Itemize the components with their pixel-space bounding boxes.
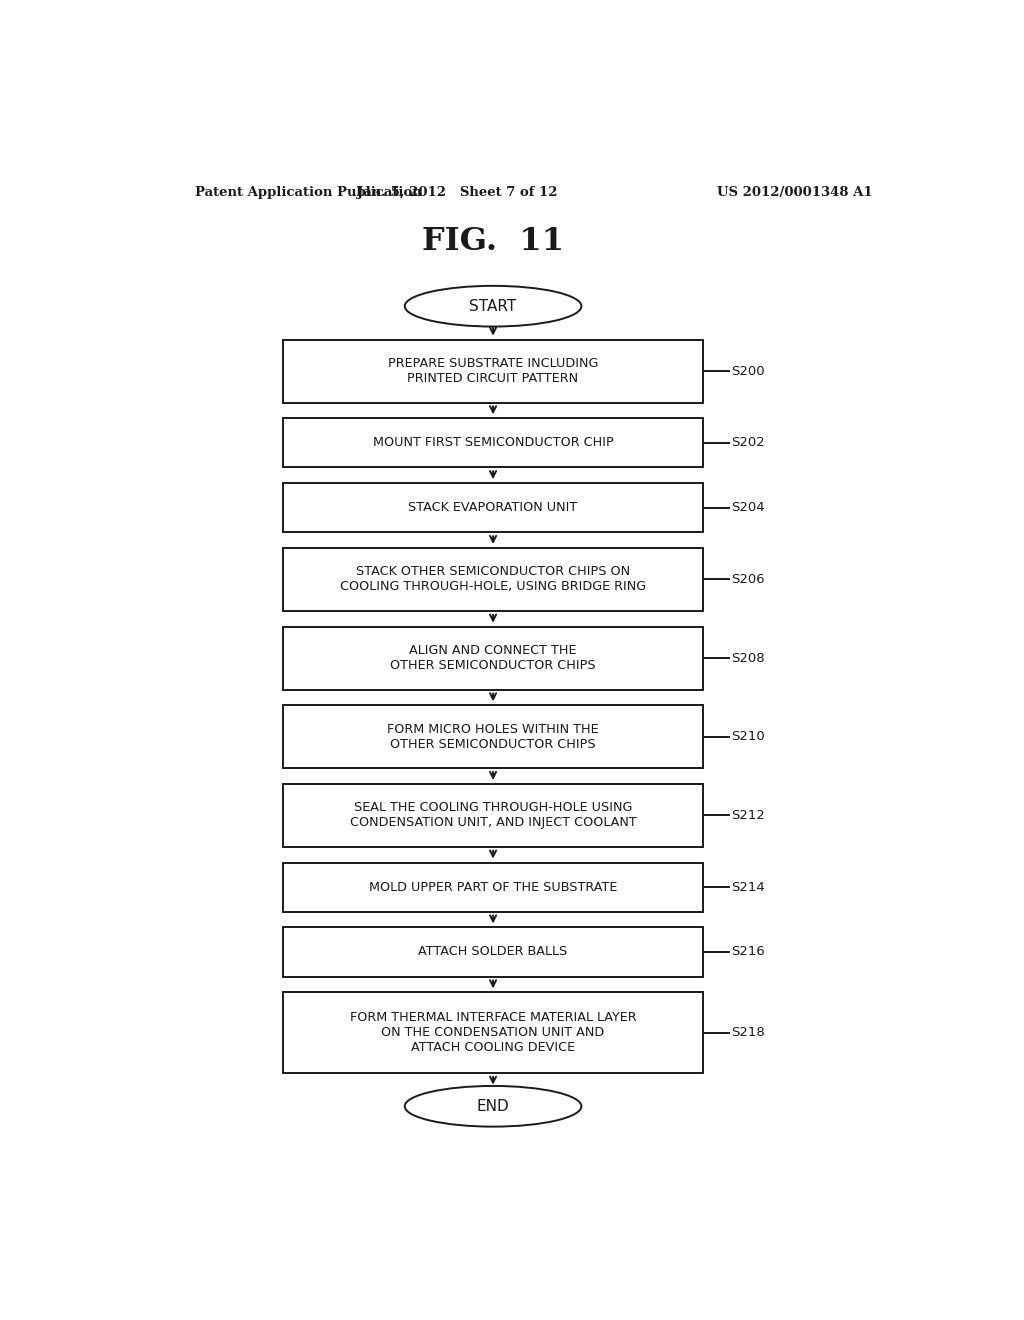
Text: S218: S218 (731, 1026, 765, 1039)
Text: FORM MICRO HOLES WITHIN THE
OTHER SEMICONDUCTOR CHIPS: FORM MICRO HOLES WITHIN THE OTHER SEMICO… (387, 723, 599, 751)
Text: S208: S208 (731, 652, 765, 664)
FancyBboxPatch shape (283, 548, 703, 611)
Ellipse shape (404, 1086, 582, 1127)
Text: S212: S212 (731, 809, 765, 822)
Text: US 2012/0001348 A1: US 2012/0001348 A1 (717, 186, 872, 199)
Text: STACK OTHER SEMICONDUCTOR CHIPS ON
COOLING THROUGH-HOLE, USING BRIDGE RING: STACK OTHER SEMICONDUCTOR CHIPS ON COOLI… (340, 565, 646, 594)
Text: FORM THERMAL INTERFACE MATERIAL LAYER
ON THE CONDENSATION UNIT AND
ATTACH COOLIN: FORM THERMAL INTERFACE MATERIAL LAYER ON… (350, 1011, 636, 1055)
Text: S200: S200 (731, 364, 765, 378)
Text: S214: S214 (731, 880, 765, 894)
FancyBboxPatch shape (283, 862, 703, 912)
FancyBboxPatch shape (283, 928, 703, 977)
Text: ALIGN AND CONNECT THE
OTHER SEMICONDUCTOR CHIPS: ALIGN AND CONNECT THE OTHER SEMICONDUCTO… (390, 644, 596, 672)
Text: S210: S210 (731, 730, 765, 743)
Text: MOUNT FIRST SEMICONDUCTOR CHIP: MOUNT FIRST SEMICONDUCTOR CHIP (373, 437, 613, 449)
FancyBboxPatch shape (283, 705, 703, 768)
Text: END: END (477, 1098, 509, 1114)
Text: S206: S206 (731, 573, 765, 586)
FancyBboxPatch shape (283, 483, 703, 532)
Text: ATTACH SOLDER BALLS: ATTACH SOLDER BALLS (419, 945, 567, 958)
FancyBboxPatch shape (283, 627, 703, 689)
Text: Jan. 5, 2012   Sheet 7 of 12: Jan. 5, 2012 Sheet 7 of 12 (357, 186, 558, 199)
Text: S202: S202 (731, 437, 765, 449)
Text: S216: S216 (731, 945, 765, 958)
Text: PREPARE SUBSTRATE INCLUDING
PRINTED CIRCUIT PATTERN: PREPARE SUBSTRATE INCLUDING PRINTED CIRC… (388, 358, 598, 385)
FancyBboxPatch shape (283, 418, 703, 467)
Text: MOLD UPPER PART OF THE SUBSTRATE: MOLD UPPER PART OF THE SUBSTRATE (369, 880, 617, 894)
Text: STACK EVAPORATION UNIT: STACK EVAPORATION UNIT (409, 502, 578, 515)
Text: Patent Application Publication: Patent Application Publication (196, 186, 422, 199)
FancyBboxPatch shape (283, 993, 703, 1073)
Text: SEAL THE COOLING THROUGH-HOLE USING
CONDENSATION UNIT, AND INJECT COOLANT: SEAL THE COOLING THROUGH-HOLE USING COND… (349, 801, 637, 829)
FancyBboxPatch shape (283, 339, 703, 403)
Text: S204: S204 (731, 502, 765, 515)
Text: FIG.  11: FIG. 11 (422, 226, 564, 257)
Text: START: START (469, 298, 517, 314)
FancyBboxPatch shape (283, 784, 703, 847)
Ellipse shape (404, 286, 582, 326)
